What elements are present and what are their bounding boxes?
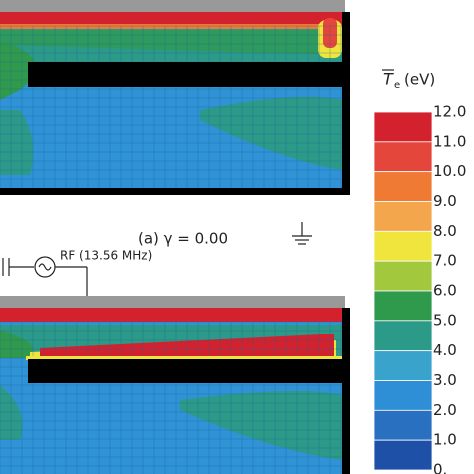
- panel-b: [0, 298, 342, 474]
- colorbar-segment: [373, 201, 433, 232]
- electrode: [28, 62, 350, 87]
- colorbar-segment: [373, 350, 433, 381]
- panel-a: [0, 0, 342, 188]
- colorbar-segment: [373, 409, 433, 441]
- colorbar-label: 1.0: [433, 431, 457, 449]
- colorbar-label: 2.0: [433, 401, 457, 419]
- top-electrode: [0, 0, 345, 12]
- colorbar-label: 8.0: [433, 222, 457, 240]
- colorbar-subscript: e: [394, 80, 400, 91]
- top-electrode: [0, 296, 345, 308]
- electrode: [28, 359, 350, 383]
- colorbar-label: 5.0: [433, 311, 457, 329]
- colorbar-label: 7.0: [433, 252, 457, 270]
- source-label: RF (13.56 MHz): [60, 249, 152, 263]
- wall: [0, 188, 350, 195]
- colorbar-label: 6.0: [433, 282, 457, 300]
- colorbar-label: 0.: [433, 461, 447, 474]
- colorbar-label: 3.0: [433, 371, 457, 389]
- colorbar-segment: [373, 141, 433, 173]
- colorbar-symbol: T: [383, 70, 394, 89]
- colorbar-label: 10.0: [433, 162, 466, 180]
- colorbar-segment: [373, 260, 433, 292]
- caption: (a) γ = 0.00: [138, 230, 228, 248]
- ground-symbol: [292, 222, 312, 245]
- colorbar-label: 9.0: [433, 192, 457, 210]
- colorbar-unit: (eV): [404, 71, 435, 89]
- colorbar-segment: [373, 171, 433, 202]
- colorbar-segment: [373, 111, 433, 143]
- colorbar-segment: [373, 439, 433, 471]
- colorbar-segment: [373, 290, 433, 322]
- colorbar-label: 11.0: [433, 132, 466, 150]
- rf-source: [2, 256, 88, 298]
- colorbar-segment: [373, 230, 433, 262]
- colorbar-label: 4.0: [433, 341, 457, 359]
- colorbar-segment: [373, 320, 433, 352]
- wall: [342, 12, 350, 195]
- colorbar: 12.0 11.0 10.0 9.0 8.0 7.0 6.0 5.0 4.0 3.0 2.0 1.0 0…: [373, 103, 466, 474]
- wall: [342, 308, 350, 474]
- colorbar-segment: [373, 380, 433, 411]
- sheath: [26, 356, 350, 360]
- colorbar-label: 12.0: [433, 103, 466, 121]
